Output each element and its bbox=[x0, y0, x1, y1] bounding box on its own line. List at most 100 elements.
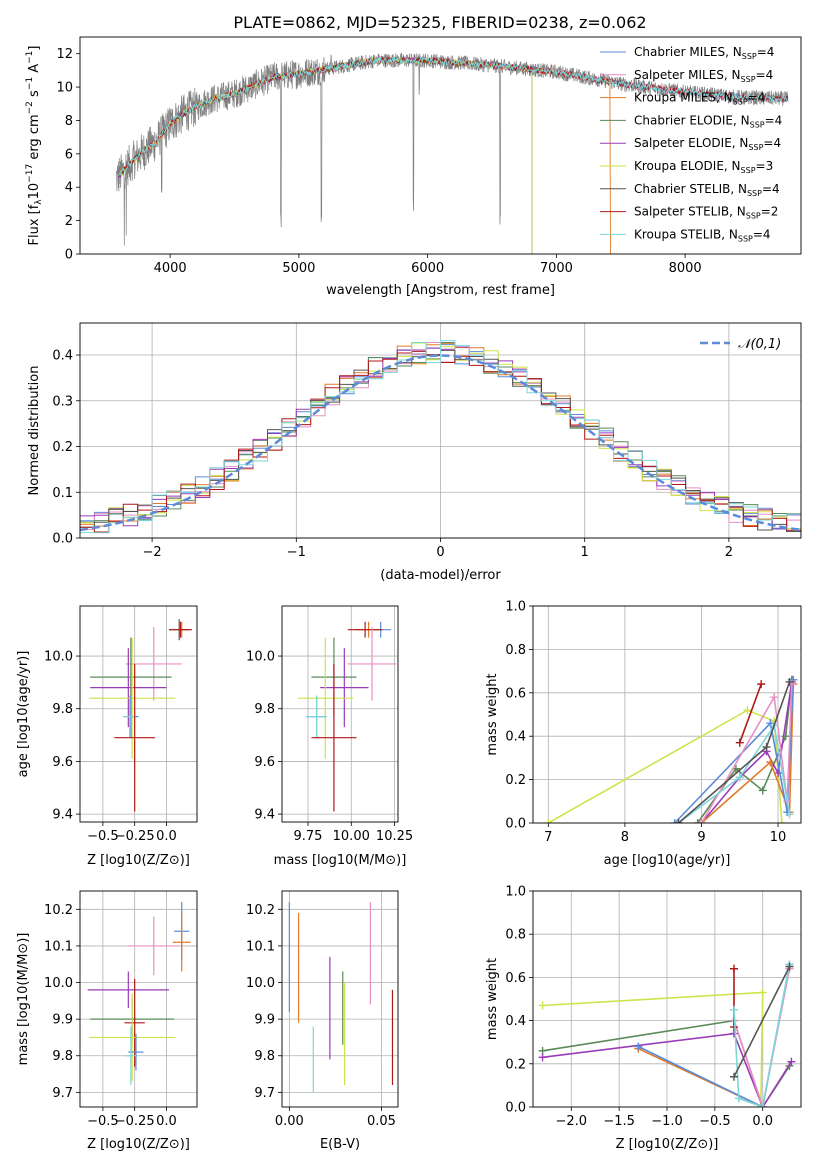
legend-label: Salpeter MILES, NSSP=4 bbox=[634, 68, 773, 84]
mass-weight-marker bbox=[538, 1001, 547, 1010]
error-bars bbox=[288, 901, 394, 1093]
x-tick-label: 0.0 bbox=[752, 1114, 773, 1129]
y-tick-label: 10.1 bbox=[246, 939, 275, 954]
y-tick-label: 0.4 bbox=[52, 349, 73, 364]
x-tick-label: 5000 bbox=[282, 261, 315, 276]
error-bars bbox=[88, 619, 192, 812]
x-tick-label: −2.0 bbox=[555, 1114, 587, 1129]
y-tick-label: 9.7 bbox=[254, 1086, 275, 1101]
axes-frame bbox=[532, 890, 802, 1108]
mass-weight-line-4 bbox=[700, 684, 795, 823]
age-vs-z-panel: −0.5−0.25 0.0 9.4 9.6 9.8 10.0 Z [log10(Z/Z⊙)]… bbox=[16, 605, 198, 868]
x-tick-label: −1.0 bbox=[651, 1114, 683, 1129]
x-tick-label: 8 bbox=[621, 830, 629, 845]
model-line-2 bbox=[118, 56, 611, 254]
y-tick-label: 10.0 bbox=[246, 976, 275, 991]
mass-weight-lines bbox=[544, 675, 798, 823]
mass-weight-marker bbox=[538, 1053, 547, 1062]
x-tick-label: 10 bbox=[770, 830, 787, 845]
y-tick-label: 8 bbox=[65, 114, 73, 129]
x-tick-label: 10.00 bbox=[333, 829, 370, 844]
x-axis-label: Z [log10(Z/Z⊙)] bbox=[87, 1137, 190, 1152]
model-line-8 bbox=[118, 56, 788, 177]
y-tick-label: 0.2 bbox=[505, 773, 526, 788]
mass-weight-line-8 bbox=[733, 966, 791, 1078]
histogram-lines bbox=[80, 340, 801, 537]
mass-vs-ebv-panel: 0.00 0.05 9.7 9.8 9.9 10.0 10.1 10.2 E(B-V) bbox=[246, 890, 399, 1152]
error-bars bbox=[87, 901, 191, 1086]
mass-weight-marker bbox=[544, 819, 553, 823]
x-tick-label: 1 bbox=[581, 545, 589, 560]
spectrum-lines bbox=[115, 52, 789, 254]
mass-weight-line-7 bbox=[733, 964, 791, 1107]
y-axis-label: mass weight bbox=[485, 673, 500, 755]
x-tick-label: 7000 bbox=[540, 261, 573, 276]
y-tick-label: 9.8 bbox=[254, 702, 275, 717]
y-tick-label: 0.6 bbox=[505, 686, 526, 701]
mass-weight-marker bbox=[787, 1057, 796, 1066]
y-axis-label: age [log10(age/yr)] bbox=[16, 651, 31, 778]
mass-weight-marker bbox=[697, 819, 706, 823]
mass-weight-marker bbox=[766, 758, 775, 767]
y-tick-label: 9.9 bbox=[52, 1013, 73, 1028]
x-axis-label: Z [log10(Z/Z⊙)] bbox=[87, 853, 190, 868]
legend-label: Kroupa MILES, NSSP=4 bbox=[634, 91, 765, 107]
y-tick-label: 9.6 bbox=[52, 755, 73, 770]
x-tick-label: −0.5 bbox=[699, 1114, 731, 1129]
age-vs-mass-panel: 9.75 10.00 10.25 9.4 9.6 9.8 10.0 mass [log10(M… bbox=[246, 605, 413, 868]
x-tick-label: −2 bbox=[143, 545, 162, 560]
x-tick-label: −0.25 bbox=[115, 829, 155, 844]
mass-weight-marker bbox=[785, 677, 794, 686]
mass-weight-marker bbox=[670, 819, 679, 823]
x-tick-label: 9 bbox=[697, 830, 705, 845]
legend-label: Kroupa STELIB, NSSP=4 bbox=[634, 227, 771, 243]
mass-weight-marker bbox=[730, 1072, 738, 1081]
y-tick-label: 0.3 bbox=[52, 394, 73, 409]
mass-weight-marker bbox=[770, 693, 779, 702]
mass-weight-marker bbox=[785, 962, 794, 971]
mass-weight-marker bbox=[758, 988, 767, 997]
y-tick-label: 9.9 bbox=[254, 1013, 275, 1028]
y-tick-label: 10.0 bbox=[246, 650, 275, 665]
x-tick-label: 10.25 bbox=[376, 829, 413, 844]
legend-label: Kroupa ELODIE, NSSP=3 bbox=[634, 159, 773, 175]
model-line-4 bbox=[118, 56, 533, 254]
y-tick-label: 1.0 bbox=[505, 600, 526, 615]
x-tick-label: −1.5 bbox=[603, 1114, 635, 1129]
mass-weight-marker bbox=[758, 1103, 767, 1107]
y-tick-label: 0.8 bbox=[505, 643, 526, 658]
legend-label: Salpeter STELIB, NSSP=2 bbox=[634, 205, 778, 221]
x-tick-label: −0.5 bbox=[87, 829, 119, 844]
y-tick-label: 0.0 bbox=[52, 532, 73, 547]
y-tick-label: 0.4 bbox=[505, 730, 526, 745]
model-line-3 bbox=[118, 56, 533, 254]
mass-weight-marker bbox=[785, 810, 794, 819]
y-tick-label: 0.8 bbox=[505, 928, 526, 943]
x-tick-label: 9.75 bbox=[293, 829, 322, 844]
y-tick-label: 0.4 bbox=[505, 1014, 526, 1029]
x-tick-label: 0.00 bbox=[275, 1114, 304, 1129]
mass-weight-lines bbox=[538, 960, 796, 1107]
y-tick-label: 0.0 bbox=[505, 1101, 526, 1116]
axes-frame bbox=[281, 890, 399, 1108]
x-axis-label: Z [log10(Z/Z⊙)] bbox=[616, 1137, 719, 1152]
legend-label: 𝒩(0,1) bbox=[738, 337, 781, 352]
x-tick-label: 6000 bbox=[411, 261, 444, 276]
y-tick-label: 6 bbox=[65, 147, 73, 162]
panels: 4000 5000 6000 7000 8000024681012wavelength … bbox=[16, 36, 802, 1152]
x-axis-label: mass [log10(M/M⊙)] bbox=[274, 853, 407, 868]
mass-weight-marker bbox=[757, 680, 766, 689]
y-tick-label: 10.2 bbox=[246, 903, 275, 918]
y-tick-label: 10.1 bbox=[44, 939, 73, 954]
legend-label: Chabrier STELIB, NSSP=4 bbox=[634, 182, 780, 198]
spectrum-panel: 4000 5000 6000 7000 8000 0 2 4 6 8 10 12 wavelength … bbox=[25, 36, 802, 298]
mass-weight-vs-age-panel: 7 8 9 10 0.0 0.2 0.4 0.6 0.8 1.0 age [log10(age/yr… bbox=[485, 600, 802, 868]
axes-frame bbox=[281, 605, 399, 823]
mass-weight-marker bbox=[734, 1094, 743, 1103]
mass-weight-line-1 bbox=[738, 683, 762, 743]
axes-frame bbox=[532, 605, 802, 824]
y-tick-label: 9.8 bbox=[52, 1049, 73, 1064]
y-axis-label: Normed distribution bbox=[27, 366, 42, 496]
mass-weight-marker bbox=[735, 773, 744, 782]
legend: Chabrier MILES, NSSP=4 Salpeter MILES, NS… bbox=[600, 45, 782, 243]
